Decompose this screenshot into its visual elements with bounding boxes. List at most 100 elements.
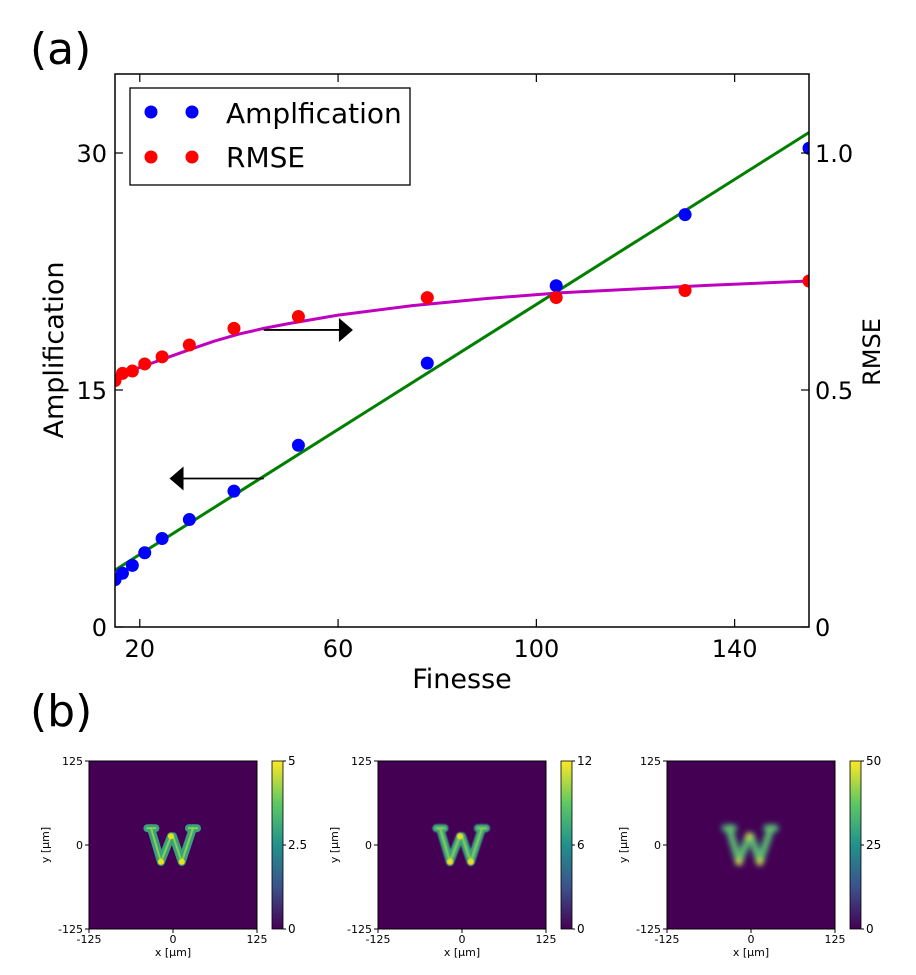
x-tick-label: -125	[77, 933, 102, 946]
y-tick-label: -125	[636, 923, 661, 936]
y-right-tick-label: 1.0	[815, 140, 853, 168]
rmse-point	[291, 310, 305, 324]
y-left-tick-label: 0	[92, 614, 107, 642]
y-tick-label: -125	[347, 923, 372, 936]
y-tick-label: 0	[365, 839, 372, 852]
right-axis-label: RMSE	[858, 318, 886, 386]
x-tick-label: 60	[323, 635, 354, 663]
colorbar-tick-label: 5	[288, 754, 296, 768]
y-right-tick-label: 0.5	[815, 377, 853, 405]
x-tick-label: 20	[125, 635, 156, 663]
x-tick-label: -125	[655, 933, 680, 946]
rmse-point	[115, 366, 129, 380]
amplification-point	[549, 279, 563, 293]
y-tick-label: 0	[76, 839, 83, 852]
amplification-point	[182, 513, 196, 527]
rmse-point	[138, 357, 152, 371]
amplification-point	[420, 356, 434, 370]
rmse-point	[802, 274, 809, 288]
amplification-point	[802, 141, 809, 155]
w-peak	[457, 833, 463, 840]
heatmap-3: -125 0 125 125 0 -125 x [μm] y [μm] 50 25 0	[617, 754, 881, 959]
y-left-tick-label: 30	[76, 140, 107, 168]
w-highlight	[737, 835, 751, 863]
w-highlight	[438, 827, 452, 863]
amplification-point	[291, 438, 305, 452]
y-right-tick-label: 0	[815, 614, 830, 642]
amplification-point	[155, 532, 169, 546]
y-tick-label: 125	[62, 755, 83, 768]
w-highlight	[749, 835, 761, 863]
w-peak	[168, 833, 174, 840]
legend-box	[129, 87, 411, 186]
colorbar-tick-label: 12	[577, 754, 592, 768]
y-axis-label: y [μm]	[39, 827, 52, 863]
y-tick-label: -125	[58, 923, 83, 936]
x-tick-label: 140	[712, 635, 758, 663]
rmse-point	[182, 338, 196, 352]
legend-label-rmse: RMSE	[226, 141, 305, 174]
w-peak	[178, 858, 185, 865]
w-intensity-shape	[721, 824, 779, 866]
w-highlight	[460, 835, 472, 863]
x-axis-label: x [μm]	[155, 946, 191, 959]
w-highlight	[159, 835, 173, 863]
y-tick-label: 125	[351, 755, 372, 768]
colorbar-tick-label: 0	[288, 922, 296, 936]
panel-b-label: (b)	[30, 686, 93, 737]
w-highlight	[149, 827, 163, 863]
x-tick-label: 100	[513, 635, 559, 663]
x-tick-label: 0	[170, 933, 177, 946]
colorbar-tick-label: 0	[866, 922, 874, 936]
amplification-point	[115, 566, 129, 580]
colorbar-tick-label: 50	[866, 754, 881, 768]
heatmap-panel-1: -125 0 125 125 0 -125 x [μm] y [μm] 5 2.5 0	[39, 754, 307, 959]
w-intensity-shape	[432, 824, 490, 866]
heatmap-panel-3: -125 0 125 125 0 -125 x [μm] y [μm] 50 25 0	[617, 754, 881, 959]
y-tick-label: 125	[640, 755, 661, 768]
colorbar-tick-label: 0	[577, 922, 585, 936]
w-highlight	[469, 827, 484, 863]
w-highlight	[727, 827, 741, 863]
x-axis-label: x [μm]	[444, 946, 480, 959]
y-axis-label: y [μm]	[617, 827, 630, 863]
y-left-tick-label: 15	[76, 377, 107, 405]
w-peak	[467, 858, 474, 865]
amplification-point	[227, 484, 241, 498]
colorbar-tick-label: 6	[577, 838, 585, 852]
left-arrow-head	[169, 466, 184, 491]
w-highlight	[448, 835, 462, 863]
legend-marker-rmse	[185, 150, 199, 164]
y-tick-label: 0	[654, 839, 661, 852]
plot-frame	[114, 73, 810, 628]
w-peak	[736, 858, 742, 865]
legend-marker-amplification	[144, 105, 158, 119]
rmse-point	[420, 291, 434, 305]
legend: Amplfication RMSE	[129, 87, 411, 186]
left-axis-label: Amplification	[39, 261, 70, 438]
w-highlight	[758, 827, 773, 863]
heatmap-2: -125 0 125 125 0 -125 x [μm] y [μm] 12 6 0	[328, 754, 592, 959]
x-tick-label: 0	[459, 933, 466, 946]
rmse-fit-curve	[115, 279, 809, 380]
x-tick-label: -125	[366, 933, 391, 946]
amplification-fit-line	[115, 131, 809, 572]
w-peak	[756, 858, 763, 865]
w-peak	[158, 858, 164, 865]
colorbar	[560, 760, 573, 930]
w-intensity-shape	[143, 824, 201, 866]
amplification-point	[125, 558, 139, 572]
rmse-point	[678, 283, 692, 297]
y-axis-label: y [μm]	[328, 827, 341, 863]
colorbar	[271, 760, 284, 930]
right-arrow-head	[338, 317, 353, 342]
x-tick-label: 125	[247, 933, 268, 946]
rmse-point	[227, 321, 241, 335]
heatmap-1: -125 0 125 125 0 -125 x [μm] y [μm] 5 2.5 0	[39, 754, 307, 959]
x-tick-label: 125	[536, 933, 557, 946]
colorbar-tick-label: 25	[866, 838, 881, 852]
w-highlight	[180, 827, 195, 863]
heatmap-panel-2: -125 0 125 125 0 -125 x [μm] y [μm] 12 6 0	[328, 754, 592, 959]
panel-a-label: (a)	[30, 24, 92, 75]
legend-marker-rmse	[144, 150, 158, 164]
